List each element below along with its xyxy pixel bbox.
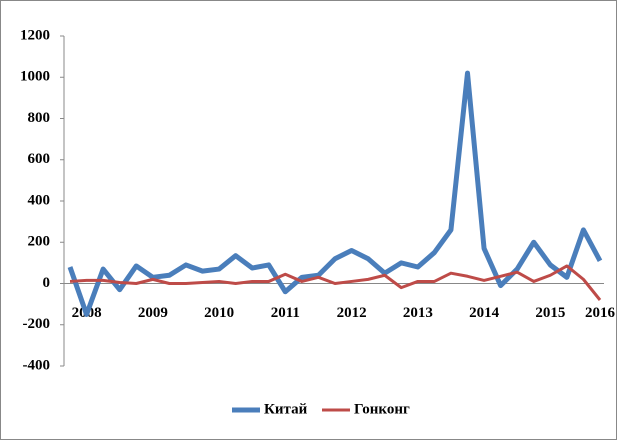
y-tick-label: -400 bbox=[23, 357, 51, 373]
x-tick-label: 2012 bbox=[337, 305, 367, 321]
legend-label: Китай bbox=[264, 401, 308, 417]
y-tick-label: 1000 bbox=[20, 69, 50, 85]
y-tick-label: -200 bbox=[23, 316, 51, 332]
y-tick-label: 800 bbox=[28, 110, 51, 126]
x-tick-label: 2009 bbox=[138, 305, 168, 321]
x-tick-label: 2011 bbox=[271, 305, 300, 321]
y-tick-label: 200 bbox=[28, 234, 51, 250]
chart-border bbox=[0, 0, 617, 440]
legend-label: Гонконг bbox=[354, 401, 410, 417]
x-tick-label: 2016 bbox=[585, 305, 616, 321]
line-series bbox=[69, 264, 602, 301]
x-tick-label: 2010 bbox=[204, 305, 234, 321]
y-tick-label: 400 bbox=[28, 192, 51, 208]
x-tick-label: 2015 bbox=[535, 305, 565, 321]
x-tick-label: 2013 bbox=[403, 305, 433, 321]
y-tick-label: 0 bbox=[43, 275, 51, 291]
y-tick-label: 600 bbox=[28, 151, 51, 167]
y-tick-label: 1200 bbox=[20, 27, 50, 43]
x-tick-label: 2014 bbox=[469, 305, 500, 321]
